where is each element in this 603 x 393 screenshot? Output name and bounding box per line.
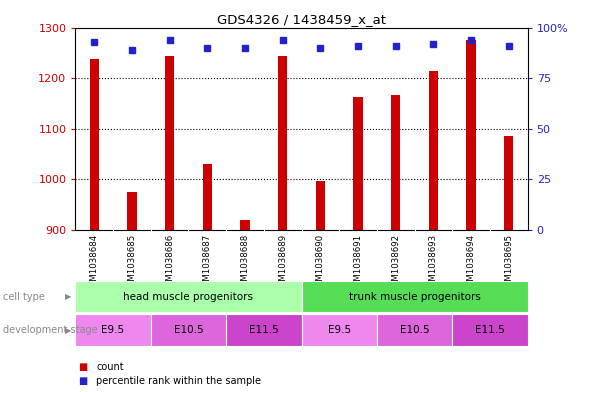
Text: ■: ■ <box>78 362 87 373</box>
Text: GSM1038687: GSM1038687 <box>203 234 212 292</box>
Bar <box>315 181 325 230</box>
Text: GSM1038688: GSM1038688 <box>241 234 250 292</box>
Bar <box>165 56 174 230</box>
Text: E10.5: E10.5 <box>400 325 429 335</box>
Text: E9.5: E9.5 <box>327 325 351 335</box>
Bar <box>429 70 438 230</box>
Bar <box>504 136 514 230</box>
Text: E11.5: E11.5 <box>475 325 505 335</box>
Bar <box>353 97 363 230</box>
Bar <box>391 95 400 230</box>
Text: GSM1038690: GSM1038690 <box>316 234 325 292</box>
Text: GSM1038685: GSM1038685 <box>127 234 136 292</box>
Text: GSM1038693: GSM1038693 <box>429 234 438 292</box>
Text: E11.5: E11.5 <box>249 325 279 335</box>
Bar <box>278 56 288 230</box>
Bar <box>151 314 226 346</box>
Bar <box>203 164 212 230</box>
Text: head muscle progenitors: head muscle progenitors <box>124 292 253 302</box>
Bar <box>127 192 137 230</box>
Text: GSM1038695: GSM1038695 <box>504 234 513 292</box>
Bar <box>466 40 476 230</box>
Title: GDS4326 / 1438459_x_at: GDS4326 / 1438459_x_at <box>217 13 386 26</box>
Text: GSM1038686: GSM1038686 <box>165 234 174 292</box>
Text: ▶: ▶ <box>65 326 71 334</box>
Text: E9.5: E9.5 <box>101 325 125 335</box>
Text: E10.5: E10.5 <box>174 325 203 335</box>
Bar <box>226 314 302 346</box>
Text: GSM1038694: GSM1038694 <box>467 234 476 292</box>
Text: GSM1038692: GSM1038692 <box>391 234 400 292</box>
Text: GSM1038684: GSM1038684 <box>90 234 99 292</box>
Bar <box>89 59 99 230</box>
Text: ■: ■ <box>78 376 87 386</box>
Bar <box>302 314 377 346</box>
Bar <box>302 281 528 312</box>
Text: GSM1038689: GSM1038689 <box>278 234 287 292</box>
Text: development stage: development stage <box>3 325 98 335</box>
Bar <box>452 314 528 346</box>
Text: ▶: ▶ <box>65 292 71 301</box>
Text: percentile rank within the sample: percentile rank within the sample <box>96 376 262 386</box>
Bar <box>75 281 302 312</box>
Bar <box>377 314 452 346</box>
Text: cell type: cell type <box>3 292 45 302</box>
Bar <box>75 314 151 346</box>
Text: count: count <box>96 362 124 373</box>
Text: trunk muscle progenitors: trunk muscle progenitors <box>349 292 481 302</box>
Text: GSM1038691: GSM1038691 <box>353 234 362 292</box>
Bar <box>240 220 250 230</box>
